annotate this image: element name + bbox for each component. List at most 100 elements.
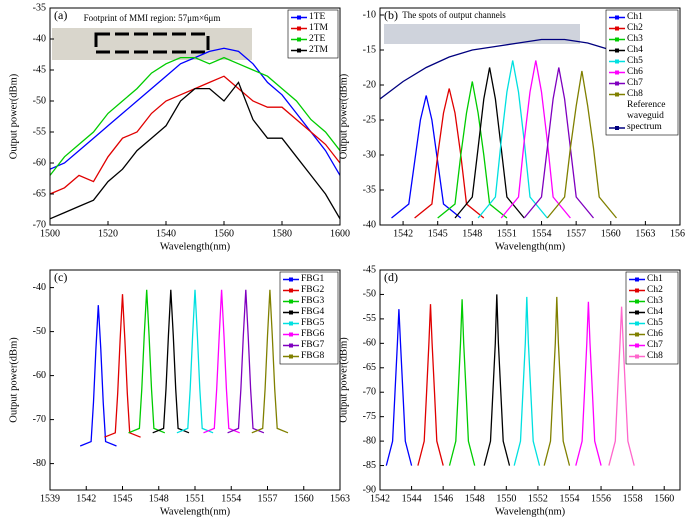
legend-item: Ch6 (627, 67, 643, 77)
legend-item: Ch7 (627, 78, 643, 88)
legend-label: Ch2 (627, 23, 643, 33)
panel-label: (b) (384, 8, 398, 22)
x-axis-title: Wavelength(nm) (160, 241, 231, 252)
series-line (50, 56, 340, 176)
annotation: Footprint of MMI region: 57μm×6μm (84, 13, 221, 23)
x-axis-title: Wavelength(nm) (495, 241, 566, 252)
legend-marker (615, 37, 619, 42)
x-tick-label: 1554 (221, 493, 241, 504)
legend-marker (635, 299, 639, 304)
legend-label: FBG3 (301, 296, 325, 306)
y-tick-label: -35 (33, 2, 46, 13)
legend-label: Ch3 (627, 34, 643, 44)
legend-label: Ch6 (627, 67, 643, 77)
legend-marker (289, 310, 293, 315)
x-tick-label: 1550 (496, 493, 516, 504)
legend-label: 1TM (309, 23, 328, 33)
plot-area (50, 47, 340, 220)
legend-label: Ch1 (647, 274, 663, 284)
legend-marker (615, 126, 619, 130)
y-tick-label: -15 (363, 44, 376, 55)
series-line (79, 305, 117, 447)
y-tick-label: -80 (33, 458, 46, 469)
y-tick-label: -70 (363, 387, 376, 398)
legend-label: FBG2 (301, 285, 325, 295)
legend-marker (635, 277, 639, 282)
legend-label: Ch4 (647, 307, 663, 317)
x-axis-title: Wavelength(nm) (160, 506, 231, 517)
x-tick-label: 1520 (98, 228, 118, 239)
legend-label: FBG8 (301, 351, 325, 361)
legend-item: Ch5 (627, 56, 643, 66)
legend-item: Ch8 (647, 351, 663, 361)
series-line (176, 289, 214, 434)
series-line (437, 81, 508, 219)
y-tick-label: -65 (363, 362, 376, 373)
y-tick-label: -75 (363, 411, 376, 422)
x-tick-label: 1544 (402, 493, 422, 504)
y-axis-title: Output power(dBm) (338, 337, 349, 423)
series-line (483, 294, 511, 466)
legend-marker (635, 332, 639, 337)
legend-label: Ch2 (647, 285, 663, 295)
legend-item: Ch1 (627, 12, 643, 22)
panel-label: (c) (54, 270, 67, 284)
legend-item: FBG6 (301, 329, 324, 339)
legend-marker (615, 70, 619, 75)
legend-box (279, 271, 339, 365)
series-line (575, 301, 602, 466)
x-tick-label: 1558 (623, 493, 643, 504)
legend-marker (615, 81, 619, 86)
series-line (128, 289, 166, 434)
legend-marker (297, 15, 301, 20)
legend-label: Ch6 (647, 329, 663, 339)
y-tick-label: -20 (363, 79, 376, 90)
series-line (104, 294, 141, 438)
legend-item: FBG5 (301, 318, 324, 328)
legend-marker (297, 26, 301, 31)
legend-label: Ch8 (627, 89, 643, 99)
inset-photo (52, 28, 252, 60)
legend-item: Ch4 (647, 307, 663, 317)
legend-label: 2TE (309, 34, 326, 44)
series-line (385, 309, 413, 466)
y-tick-label: -90 (363, 484, 376, 495)
y-tick-label: -10 (363, 9, 376, 20)
x-tick-label: 1551 (497, 228, 517, 239)
y-tick-label: -45 (363, 264, 376, 275)
y-tick-label: -40 (33, 33, 46, 44)
annotation: The spots of output channels (402, 10, 506, 20)
y-tick-label: -30 (363, 149, 376, 160)
x-tick-label: 1542 (370, 493, 390, 504)
series-line (50, 81, 340, 220)
y-tick-label: -55 (33, 126, 46, 137)
x-tick-label: 1560 (601, 228, 621, 239)
series-line (543, 296, 571, 466)
series-line (500, 60, 571, 219)
legend-label: Ch3 (647, 296, 663, 306)
y-axis-title: Output power(dBm) (338, 73, 349, 159)
legend-item: 2TM (309, 45, 328, 55)
x-tick-label: 1546 (433, 493, 453, 504)
legend-label: Ch7 (647, 340, 663, 350)
series-line (513, 296, 541, 466)
legend-item: Ch2 (627, 23, 643, 33)
legend-box (625, 271, 679, 365)
legend-marker (289, 343, 293, 348)
series-line (448, 299, 476, 466)
legend-marker (615, 59, 619, 64)
legend-label: Ch4 (627, 45, 643, 55)
x-tick-label: 1563 (635, 228, 655, 239)
x-tick-label: 1557 (566, 228, 586, 239)
x-tick-label: 1548 (149, 493, 169, 504)
x-tick-label: 1554 (532, 228, 552, 239)
legend-label: 2TM (309, 45, 328, 55)
legend-label: FBG7 (301, 340, 325, 350)
x-tick-label: 1542 (76, 493, 96, 504)
legend-label: Ch5 (647, 318, 663, 328)
legend-item: FBG2 (301, 285, 325, 295)
legend-item: Ch2 (647, 285, 663, 295)
y-tick-label: -45 (33, 64, 46, 75)
y-axis-title: Output power(dBm) (8, 337, 19, 423)
x-tick-label: 1542 (393, 228, 413, 239)
